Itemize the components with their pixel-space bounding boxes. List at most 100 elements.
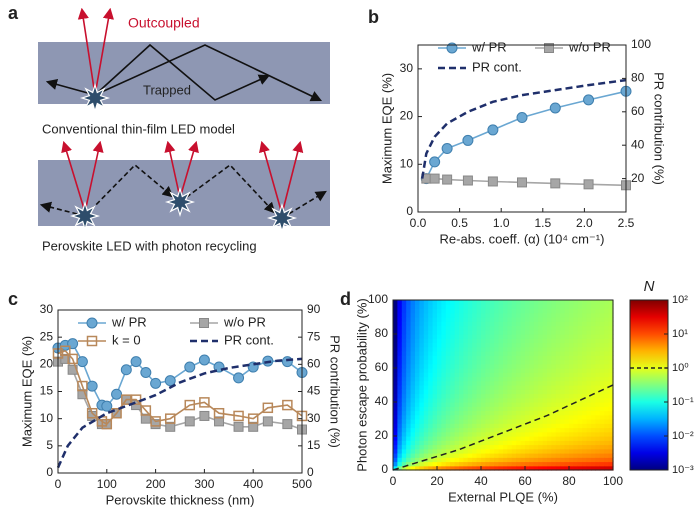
heatmap-cell — [481, 414, 486, 420]
heatmap-cell — [454, 351, 460, 356]
heatmap-cell — [437, 372, 442, 378]
heatmap-cell — [419, 393, 425, 399]
heatmap-cell — [454, 300, 460, 305]
heatmap-cell — [498, 457, 504, 463]
heatmap-cell — [560, 457, 566, 463]
heatmap-cell — [489, 329, 495, 335]
x-axis-label: Perovskite thickness (nm) — [106, 492, 255, 507]
heatmap-cell — [569, 359, 574, 365]
heatmap-cell — [397, 393, 403, 399]
heatmap-cell — [450, 346, 456, 352]
y2-tick-label: 45 — [307, 384, 321, 398]
heatmap-cell — [577, 448, 583, 454]
heatmap-cell — [608, 372, 614, 378]
heatmap-cell — [472, 312, 478, 318]
heatmap-cell — [450, 355, 456, 361]
heatmap-cell — [393, 448, 398, 454]
heatmap-cell — [551, 304, 557, 310]
heatmap-cell — [467, 346, 473, 352]
heatmap-cell — [525, 321, 530, 327]
heatmap-cell — [481, 372, 486, 378]
heatmap-cell — [516, 431, 522, 437]
heatmap-cell — [432, 359, 438, 365]
heatmap-cell — [494, 448, 500, 454]
heatmap-cell — [503, 414, 508, 420]
heatmap-cell — [450, 351, 456, 356]
heatmap-cell — [406, 385, 412, 390]
heatmap-cell — [476, 380, 482, 386]
heatmap-cell — [555, 342, 561, 348]
heatmap-cell — [415, 410, 420, 416]
heatmap-cell — [481, 444, 486, 450]
legend-label: w/ PR — [111, 314, 147, 329]
heatmap-cell — [467, 329, 473, 335]
heatmap-cell — [520, 304, 526, 310]
heatmap-cell — [595, 453, 601, 458]
heatmap-cell — [560, 423, 566, 429]
heatmap-cell — [577, 461, 583, 467]
heatmap-cell — [428, 410, 434, 416]
heatmap-cell — [498, 376, 504, 382]
heatmap-cell — [489, 385, 495, 390]
heatmap-cell — [441, 389, 447, 395]
heatmap-cell — [441, 380, 447, 386]
heatmap-cell — [459, 453, 464, 458]
heatmap-cell — [599, 427, 605, 433]
heatmap-cell — [608, 465, 614, 471]
heatmap-cell — [582, 461, 588, 467]
heatmap-cell — [494, 346, 500, 352]
heatmap-cell — [529, 312, 535, 318]
heatmap-cell — [573, 402, 579, 407]
heatmap-cell — [507, 334, 513, 339]
heatmap-cell — [564, 372, 570, 378]
heatmap-cell — [459, 317, 464, 322]
heatmap-cell — [419, 461, 425, 467]
heatmap-cell — [604, 376, 610, 382]
heatmap-cell — [569, 329, 574, 335]
heatmap-cell — [599, 419, 605, 424]
heatmap-cell — [604, 338, 610, 344]
heatmap-cell — [498, 304, 504, 310]
heatmap-cell — [419, 427, 425, 433]
heatmap-cell — [410, 304, 416, 310]
heatmap-cell — [494, 419, 500, 424]
heatmap-cell — [445, 312, 451, 318]
heatmap-cell — [437, 368, 442, 373]
heatmap-cell — [547, 461, 552, 467]
heatmap-cell — [494, 329, 500, 335]
heatmap-cell — [432, 427, 438, 433]
heatmap-cell — [454, 453, 460, 458]
heatmap-cell — [494, 436, 500, 441]
heatmap-cell — [533, 342, 539, 348]
heatmap-cell — [608, 368, 614, 373]
heatmap-cell — [485, 457, 491, 463]
heatmap-cell — [397, 423, 403, 429]
heatmap-cell — [577, 363, 583, 369]
heatmap-cell — [494, 427, 500, 433]
heatmap-cell — [582, 402, 588, 407]
heatmap-cell — [397, 300, 403, 305]
heatmap-cell — [498, 393, 504, 399]
heatmap-cell — [476, 453, 482, 458]
panel-label: b — [368, 7, 379, 27]
heatmap-cell — [437, 363, 442, 369]
heatmap-cell — [432, 342, 438, 348]
heatmap-cell — [419, 355, 425, 361]
colorbar-title: N — [644, 278, 655, 295]
heatmap-cell — [467, 308, 473, 314]
heatmap-cell — [423, 334, 429, 339]
heatmap-cell — [573, 321, 579, 327]
heatmap-cell — [406, 457, 412, 463]
heatmap-cell — [498, 359, 504, 365]
heatmap-cell — [604, 321, 610, 327]
heatmap-cell — [595, 300, 601, 305]
heatmap-cell — [423, 359, 429, 365]
heatmap-cell — [569, 346, 574, 352]
heatmap-cell — [560, 453, 566, 458]
heatmap-cell — [547, 355, 552, 361]
heatmap-cell — [393, 406, 398, 412]
heatmap-cell — [520, 423, 526, 429]
heatmap-cell — [516, 321, 522, 327]
x-tick-label: 300 — [194, 477, 214, 491]
heatmap-cell — [599, 393, 605, 399]
